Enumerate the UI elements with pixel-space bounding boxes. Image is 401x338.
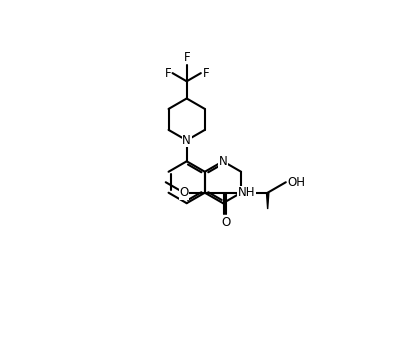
Text: OH: OH bbox=[287, 176, 305, 189]
Text: O: O bbox=[179, 186, 188, 199]
Text: F: F bbox=[164, 67, 170, 80]
Text: NH: NH bbox=[237, 186, 255, 199]
Text: O: O bbox=[221, 216, 230, 229]
Text: N: N bbox=[182, 134, 190, 147]
Text: N: N bbox=[218, 155, 227, 168]
Text: F: F bbox=[202, 67, 209, 80]
Polygon shape bbox=[266, 193, 268, 209]
Text: F: F bbox=[183, 51, 190, 64]
